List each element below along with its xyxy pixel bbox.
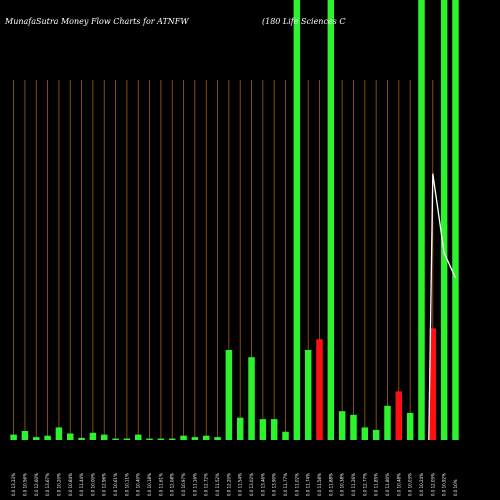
- bar: [440, 0, 448, 440]
- x-tick-label: 0.0 10.03%: [408, 473, 413, 496]
- x-tick-label: 0.0 12.60%: [34, 473, 39, 496]
- chart-subtitle: (180 Life Sciences C: [262, 17, 345, 26]
- bar: [191, 437, 199, 440]
- x-tick-label: 0.0 12.72%: [204, 473, 209, 496]
- bar: [259, 419, 267, 440]
- x-tick-label: 0.0 12.96%: [102, 473, 107, 496]
- bar: [418, 0, 425, 440]
- bar: [89, 432, 97, 440]
- bar: [134, 434, 142, 440]
- x-tick-label: 0.0 10.56%: [22, 473, 27, 496]
- x-tick-label: 0.0 11.74%: [306, 473, 311, 496]
- x-tick-label: 0.0 12.20%: [226, 473, 231, 496]
- bar: [350, 414, 357, 440]
- bar: [123, 438, 131, 440]
- bar: [146, 438, 153, 440]
- x-tick-label: 0.0 12.77%: [362, 473, 367, 496]
- bar: [55, 427, 63, 440]
- bar: [168, 438, 176, 440]
- bar: [406, 413, 414, 440]
- chart-title: MunafaSutra Money Flow Charts for ATNFW: [4, 17, 189, 26]
- bar: [180, 435, 187, 440]
- bar: [338, 411, 346, 440]
- x-tick-label: 0.0 11.88%: [328, 473, 333, 496]
- bar: [78, 437, 85, 440]
- bar: [361, 427, 369, 440]
- x-tick-label: 0.0 10.24%: [419, 473, 424, 496]
- x-tick-label: 0.0 10.00%: [90, 473, 95, 496]
- x-tick-labels: 0.0 13.33% 0.0 10.56% 0.0 12.60% 0.0 13.67%…: [11, 473, 458, 496]
- bar: [236, 417, 244, 440]
- money-flow-line: [428, 173, 457, 441]
- x-tick-label: 0.0 11.52%: [215, 473, 220, 496]
- bar: [282, 431, 289, 440]
- bar: [304, 350, 312, 440]
- x-tick-label: 0.0 11.80%: [385, 473, 390, 496]
- x-tick-label: 0.0 11.16%: [192, 473, 197, 496]
- bar: [293, 0, 301, 440]
- x-tick-label: 0.0 11.02%: [294, 473, 299, 496]
- x-tick-label: 0.0 12.05%: [430, 473, 435, 496]
- x-tick-label: 0.0 10.40%: [136, 473, 141, 496]
- bar: [225, 350, 233, 440]
- bar: [100, 434, 108, 440]
- x-tick-label: 0.0 10.38%: [340, 473, 345, 496]
- x-tick-label: 0.0 10.20%: [56, 473, 61, 496]
- x-tick-label: 0.0 13.90%: [272, 473, 277, 496]
- bar: [327, 0, 335, 440]
- bar: [112, 438, 119, 440]
- x-tick-label: 0.0 10.48%: [396, 473, 401, 496]
- x-tick-label: 0.0 13.02%: [249, 473, 254, 496]
- bar: [372, 429, 380, 440]
- bar: [270, 419, 278, 440]
- x-tick-label: 0.0 10.61%: [113, 473, 118, 496]
- bar: [248, 357, 255, 440]
- bars: [10, 0, 459, 440]
- bar: [44, 435, 51, 440]
- x-tick-label: 0.0 10%: [453, 479, 458, 496]
- x-tick-label: 0.0 13.67%: [45, 473, 50, 496]
- x-tick-label: 0.0 10.97%: [181, 473, 186, 496]
- bar: [10, 434, 17, 440]
- bar: [384, 405, 391, 440]
- x-tick-label: 0.0 11.54%: [238, 473, 243, 496]
- bar: [395, 391, 403, 440]
- bar: [21, 431, 29, 440]
- bar: [316, 339, 323, 440]
- x-tick-label: 0.0 11.26%: [351, 473, 356, 496]
- bar: [214, 437, 221, 440]
- x-tick-label: 0.0 13.33%: [11, 473, 16, 496]
- bar: [202, 435, 210, 440]
- x-tick-label: 0.0 13.46%: [260, 473, 265, 496]
- x-tick-label: 0.0 11.44%: [79, 473, 84, 496]
- bar: [429, 328, 437, 440]
- x-tick-label: 0.0 11.61%: [158, 473, 163, 496]
- bar: [452, 0, 459, 440]
- bar: [33, 437, 40, 440]
- x-tick-label: 0.0 10.11%: [124, 473, 129, 496]
- x-tick-label: 0.0 10.84%: [68, 473, 73, 496]
- x-tick-label: 0.0 10.92%: [442, 473, 447, 496]
- x-tick-label: 0.0 10.18%: [147, 473, 152, 496]
- x-tick-label: 0.0 11.85%: [374, 473, 379, 496]
- bar: [67, 433, 74, 440]
- x-tick-label: 0.0 11.77%: [283, 473, 288, 496]
- x-tick-label: 0.0 12.08%: [170, 473, 175, 496]
- x-tick-label: 0.0 11.58%: [317, 473, 322, 496]
- bar: [157, 438, 165, 440]
